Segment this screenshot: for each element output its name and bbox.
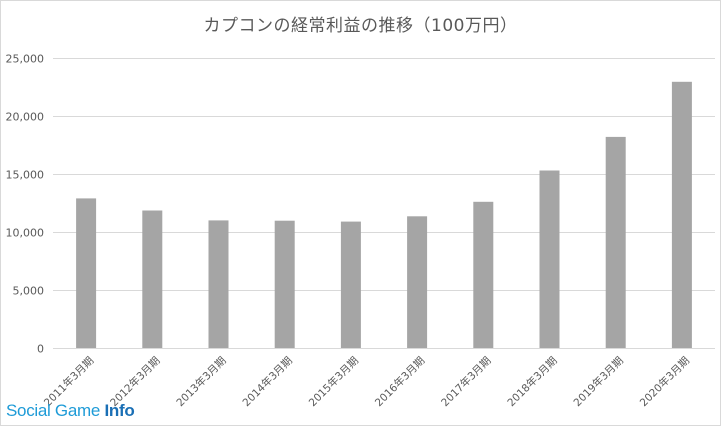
y-tick-label: 10,000 bbox=[6, 227, 45, 240]
x-tick-label: 2017年3月期 bbox=[438, 354, 493, 409]
x-tick-label: 2014年3月期 bbox=[240, 354, 295, 409]
y-tick-label: 20,000 bbox=[6, 111, 45, 124]
bar bbox=[340, 221, 361, 348]
bar bbox=[605, 136, 626, 348]
site-logo: Social Game Info bbox=[6, 401, 135, 421]
bar bbox=[142, 210, 163, 348]
x-tick-label: 2020年3月期 bbox=[637, 354, 692, 409]
logo-text-social-game: Social Game bbox=[6, 401, 105, 420]
y-tick-label: 15,000 bbox=[6, 169, 45, 182]
bars bbox=[76, 81, 692, 349]
bar bbox=[473, 201, 494, 348]
y-tick-label: 0 bbox=[37, 343, 44, 356]
y-axis-tick-labels: 0 5,000 10,000 15,000 20,000 25,000 bbox=[6, 53, 45, 356]
x-tick-label: 2019年3月期 bbox=[571, 354, 626, 409]
bar bbox=[407, 216, 428, 348]
x-tick-label: 2016年3月期 bbox=[372, 354, 427, 409]
x-tick-label: 2013年3月期 bbox=[174, 354, 229, 409]
bar bbox=[208, 220, 229, 348]
bar bbox=[76, 198, 97, 348]
bar bbox=[539, 170, 560, 348]
gridlines bbox=[53, 58, 715, 349]
bar bbox=[274, 220, 295, 348]
x-tick-label: 2018年3月期 bbox=[505, 354, 560, 409]
x-axis-tick-labels: 2011年3月期 2012年3月期 2013年3月期 2014年3月期 2015年3月期… bbox=[41, 354, 692, 409]
x-tick-label: 2015年3月期 bbox=[306, 354, 361, 409]
bar bbox=[671, 81, 692, 349]
logo-text-info: Info bbox=[104, 401, 135, 420]
y-tick-label: 5,000 bbox=[13, 285, 45, 298]
chart-title: カプコンの経常利益の推移（100万円） bbox=[203, 16, 518, 36]
y-tick-label: 25,000 bbox=[6, 53, 45, 66]
